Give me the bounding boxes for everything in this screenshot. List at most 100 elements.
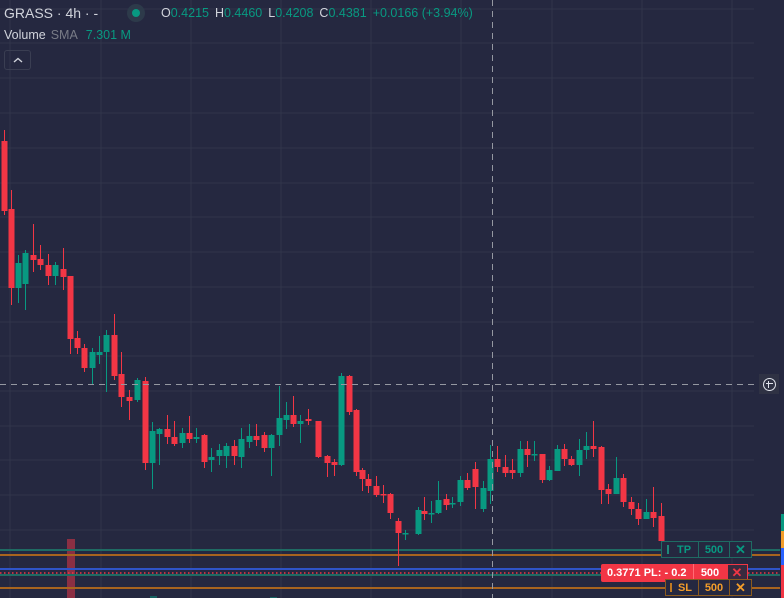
candle — [37, 245, 44, 270]
candle — [583, 432, 590, 459]
take-profit-order[interactable]: TP 500 ✕ — [661, 541, 752, 558]
candlestick-series — [1, 130, 665, 566]
volume-legend: Volume SMA 7.301 M — [4, 28, 131, 42]
sl-label[interactable]: SL — [666, 580, 699, 595]
sl-quantity[interactable]: 500 — [699, 580, 730, 595]
candle — [554, 445, 561, 471]
tp-quantity[interactable]: 500 — [699, 542, 730, 557]
candle — [531, 441, 538, 461]
market-open-status-icon[interactable] — [127, 4, 145, 22]
candle — [126, 390, 133, 420]
symbol-legend: GRASS · 4h · - — [4, 4, 98, 22]
candle — [118, 352, 125, 407]
candle — [231, 440, 238, 465]
candle — [435, 481, 442, 514]
volume-indicator-name[interactable]: Volume — [4, 28, 46, 42]
volume-bar — [150, 596, 157, 598]
price-scale-marker — [781, 565, 784, 598]
candle — [74, 331, 81, 354]
candle — [346, 375, 353, 415]
candle — [164, 415, 171, 444]
candle — [590, 421, 597, 457]
price-scale-marker — [781, 548, 784, 565]
candle — [261, 432, 268, 452]
volume-ma-type: SMA — [50, 28, 78, 42]
candle — [89, 348, 96, 384]
candle — [324, 455, 331, 477]
candle — [480, 481, 487, 512]
candle — [643, 499, 650, 519]
candle — [268, 434, 275, 476]
add-alert-order-button[interactable] — [759, 374, 779, 394]
high-label: H — [214, 6, 224, 20]
price-scale-marker — [781, 514, 784, 531]
position-quantity[interactable]: 500 — [692, 564, 727, 582]
candle — [8, 190, 15, 305]
collapse-legend-button[interactable] — [4, 50, 31, 70]
candle — [539, 454, 546, 483]
candle — [464, 473, 471, 490]
candle — [149, 422, 156, 489]
candle — [193, 428, 200, 443]
candle — [457, 476, 464, 506]
candle — [449, 497, 456, 508]
candle — [605, 484, 612, 504]
open-label: O — [161, 6, 171, 20]
candle — [67, 276, 74, 354]
close-value: 0.4381 — [328, 6, 367, 20]
candle — [650, 487, 657, 527]
market-status-wrap — [0, 4, 160, 22]
candle — [428, 501, 435, 523]
candle — [620, 474, 627, 507]
candle — [81, 344, 88, 372]
candle — [380, 485, 387, 503]
symbol-title[interactable]: GRASS · 4h · - — [4, 5, 99, 21]
high-value: 0.4460 — [224, 6, 263, 20]
candle — [658, 503, 665, 541]
candle — [402, 530, 409, 540]
candle — [134, 378, 141, 402]
candle — [276, 386, 283, 446]
candle — [598, 446, 605, 504]
candle — [22, 250, 29, 310]
candle — [297, 415, 304, 443]
candle — [338, 373, 345, 466]
candle — [142, 377, 149, 470]
tp-close-button[interactable]: ✕ — [730, 542, 751, 557]
candle — [517, 441, 524, 477]
candle — [290, 396, 297, 427]
candle — [373, 476, 380, 497]
candle — [208, 448, 215, 472]
candle — [1, 130, 8, 215]
sl-close-button[interactable]: ✕ — [730, 580, 751, 595]
candle — [315, 421, 322, 458]
candle — [253, 424, 260, 446]
candle — [387, 493, 394, 519]
candle — [111, 314, 118, 380]
volume-ma-value: 7.301 M — [85, 28, 131, 42]
tp-label[interactable]: TP — [662, 542, 699, 557]
candle — [635, 503, 642, 525]
candle — [216, 444, 223, 465]
low-value: 0.4208 — [275, 6, 314, 20]
open-value: 0.4215 — [170, 6, 209, 20]
candle — [359, 468, 366, 491]
candle — [472, 462, 479, 509]
candle — [171, 421, 178, 446]
candle — [524, 441, 531, 467]
candle — [156, 428, 163, 465]
candle — [568, 456, 575, 466]
stop-loss-order[interactable]: SL 500 ✕ — [665, 579, 752, 596]
position-label[interactable]: 0.3771 PL: - 0.2 — [601, 564, 693, 582]
candle — [487, 445, 494, 504]
close-icon: ✕ — [735, 541, 746, 557]
candle — [15, 255, 22, 303]
chevron-up-icon — [13, 57, 22, 63]
position-order[interactable]: 0.3771 PL: - 0.2 500 ✕ — [601, 564, 748, 582]
close-icon: ✕ — [731, 565, 743, 580]
candle — [238, 428, 245, 468]
candle — [494, 446, 501, 472]
candle — [353, 409, 360, 476]
candle — [365, 474, 372, 493]
